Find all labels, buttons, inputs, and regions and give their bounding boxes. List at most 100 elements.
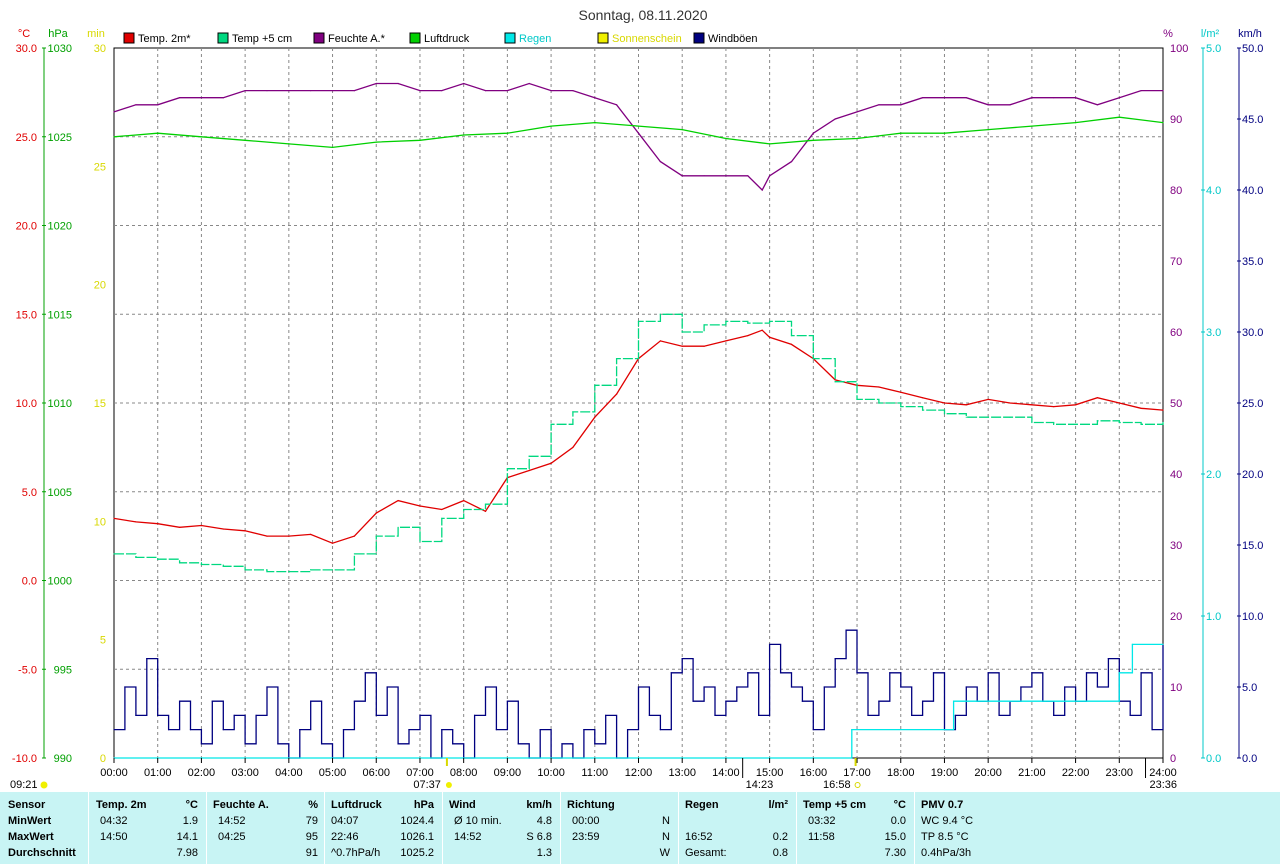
series-point-5 [851, 729, 853, 731]
series-point-4 [889, 672, 891, 674]
series-point-1 [769, 320, 771, 322]
pressure-tick-label: 1010 [48, 398, 72, 410]
series-point-1 [1096, 420, 1098, 422]
series-point-4 [179, 700, 181, 702]
wind-tick-label: 45.0 [1242, 114, 1263, 126]
series-point-1 [310, 569, 312, 571]
series-point-2 [113, 111, 115, 113]
series-point-4 [419, 714, 421, 717]
stats-dir-time: 00:00 [572, 815, 600, 827]
series-point-0 [463, 500, 465, 502]
series-point-4 [1031, 672, 1033, 674]
series-point-5 [953, 700, 955, 702]
time-tick-label: 11:00 [581, 767, 608, 779]
series-point-3 [244, 139, 246, 141]
hum-tick-label: 10 [1170, 682, 1182, 694]
series-point-4 [342, 729, 345, 731]
series-point-0 [375, 512, 377, 514]
series-point-4 [146, 658, 148, 660]
series-point-4 [353, 700, 355, 702]
hum-tick-label: 50 [1170, 398, 1182, 410]
stats-hum-val: 79 [305, 815, 318, 827]
series-point-2 [856, 111, 858, 113]
stats-rain-time: 16:52 [685, 831, 713, 843]
series-point-0 [1053, 406, 1055, 408]
time-tick-label: 20:00 [974, 767, 1002, 779]
legend-label: Luftdruck [424, 33, 470, 45]
series-point-2 [288, 90, 290, 92]
series-point-4 [1096, 686, 1098, 688]
series-line-0 [113, 329, 1164, 544]
stats-header-press-unit: hPa [413, 799, 434, 811]
series-point-2 [157, 104, 159, 106]
series-point-4 [321, 743, 323, 745]
series-point-2 [506, 90, 508, 92]
series-point-4 [1129, 714, 1131, 717]
series-point-2 [1162, 90, 1164, 92]
stats-pmv: 0.4hPa/3h [921, 847, 972, 859]
series-point-2 [331, 90, 334, 92]
stats-temp-time: 04:32 [100, 815, 128, 827]
series-point-1 [878, 402, 880, 404]
series-point-4 [823, 686, 825, 688]
stats-press-val: 1025.2 [400, 847, 434, 859]
stats-rain-val: 0.2 [772, 831, 788, 843]
series-point-2 [1118, 97, 1120, 99]
series-point-4 [605, 714, 607, 717]
hum-tick-label: 0 [1170, 753, 1176, 765]
stats-rain-time: Gesamt: [685, 847, 727, 859]
series-point-4 [1020, 686, 1022, 688]
series-point-4 [627, 729, 629, 731]
series-point-4 [200, 743, 202, 745]
series-point-2 [397, 82, 399, 85]
time-tick-label: 05:00 [319, 767, 347, 779]
sun-axis-unit: min [87, 28, 105, 40]
series-point-0 [572, 446, 574, 448]
series-point-1 [1162, 421, 1164, 424]
series-point-2 [222, 97, 224, 99]
series-point-2 [353, 90, 355, 92]
series-point-4 [790, 686, 793, 688]
series-point-4 [474, 714, 476, 717]
series-point-1 [725, 320, 727, 322]
series-point-1 [331, 569, 334, 571]
time-tick-label: 06:00 [362, 767, 390, 779]
series-point-2 [1031, 97, 1033, 99]
series-point-1 [1009, 416, 1011, 418]
sunset-sun-icon [854, 782, 861, 788]
stats-temp-val: 1.9 [182, 815, 198, 827]
series-point-2 [419, 90, 421, 92]
stats-header-temp-unit: °C [185, 799, 198, 811]
stats-header-dir: Richtung [567, 799, 615, 811]
pressure-tick-label: 1005 [48, 487, 72, 499]
series-point-0 [528, 469, 530, 472]
stats-wind-desc: 14:52 [454, 831, 482, 843]
series-point-0 [834, 379, 836, 381]
series-point-4 [277, 743, 279, 745]
series-point-4 [452, 743, 454, 745]
rain-tick-label: 0.0 [1206, 753, 1221, 765]
series-point-2 [616, 104, 618, 106]
series-point-2 [681, 175, 683, 177]
series-point-1 [135, 556, 137, 559]
pressure-tick-label: 990 [54, 753, 72, 765]
series-point-4 [539, 729, 541, 731]
series-point-0 [266, 535, 268, 537]
temp-axis-unit: °C [18, 28, 30, 40]
series-point-0 [681, 345, 683, 347]
pressure-tick-label: 1030 [48, 43, 72, 55]
series-point-2 [484, 90, 487, 92]
time-tick-label: 10:00 [537, 767, 565, 779]
series-point-4 [922, 700, 924, 702]
stats-dir-val: N [662, 831, 670, 843]
wind-tick-label: 0.0 [1242, 753, 1257, 765]
hum-tick-label: 80 [1170, 185, 1182, 197]
pressure-tick-label: 1015 [48, 309, 72, 321]
sun-tick-label: 20 [94, 280, 106, 292]
series-point-0 [769, 336, 771, 338]
series-point-4 [1085, 672, 1088, 674]
stats-dir-val: W [659, 847, 670, 859]
series-point-2 [812, 132, 814, 134]
series-point-2 [790, 161, 793, 163]
pressure-axis-unit: hPa [48, 28, 68, 40]
